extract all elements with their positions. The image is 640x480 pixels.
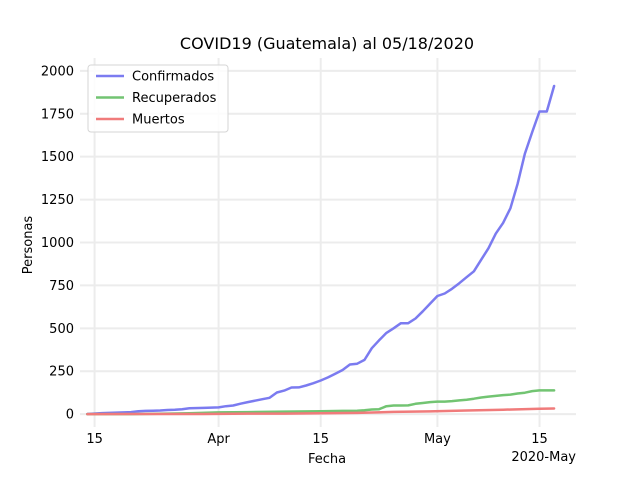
y-tick-label: 1500 [41,150,74,165]
legend: Confirmados Recuperados Muertos [87,64,229,133]
x-tick-label: 15 [86,432,103,447]
y-tick-label: 500 [49,322,74,337]
y-tick-label: 250 [49,365,74,380]
x-tick-label: Apr [207,432,230,447]
legend-box [87,64,229,133]
x-axis-label: Fecha [308,452,346,467]
x-tick-label: 15 [531,432,548,447]
series-line-recuperados [86,389,556,416]
y-axis-label: Personas [21,216,36,275]
y-tick-label: 1000 [41,236,74,251]
y-tick-label: 750 [49,279,74,294]
y-tick-label: 0 [66,408,74,423]
x-tick-label: 15 [312,432,329,447]
legend-label: Recuperados [132,91,217,106]
y-axis: 0 250 500 750 1000 1250 1500 1750 2000 [41,64,74,422]
series-lines [86,84,556,416]
y-tick-label: 1750 [41,107,74,122]
x-axis: 15 Apr 15 May 15 [86,432,547,447]
legend-label: Confirmados [132,70,214,85]
x-tick-label: May [424,432,451,447]
y-tick-label: 1250 [41,193,74,208]
y-tick-label: 2000 [41,64,74,79]
legend-label: Muertos [132,113,185,128]
series-line-confirmados [86,84,556,416]
x-axis-year-label: 2020-May [511,450,576,465]
chart-title: COVID19 (Guatemala) al 05/18/2020 [180,34,474,53]
series-line-muertos [86,407,556,416]
